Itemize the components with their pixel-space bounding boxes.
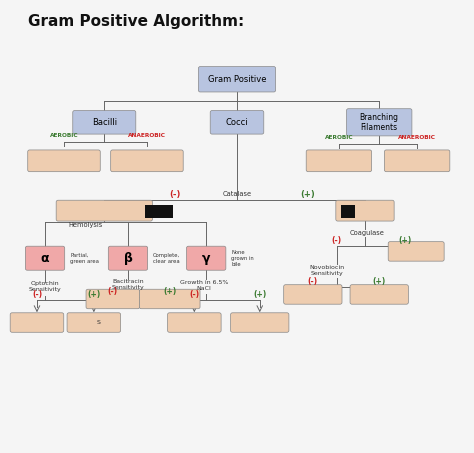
FancyBboxPatch shape — [86, 289, 139, 309]
Text: γ: γ — [202, 252, 210, 265]
FancyBboxPatch shape — [110, 150, 183, 172]
Text: (+): (+) — [87, 290, 100, 299]
FancyBboxPatch shape — [350, 285, 408, 304]
Text: Bacilli: Bacilli — [91, 118, 117, 127]
FancyBboxPatch shape — [231, 313, 289, 333]
Text: Complete,
clear area: Complete, clear area — [153, 253, 180, 264]
FancyBboxPatch shape — [186, 246, 226, 270]
FancyBboxPatch shape — [341, 205, 355, 218]
FancyBboxPatch shape — [145, 205, 173, 218]
Text: (-): (-) — [108, 287, 118, 296]
FancyBboxPatch shape — [306, 150, 372, 172]
Text: Optochin
Sensitivity: Optochin Sensitivity — [28, 281, 62, 292]
Text: (+): (+) — [399, 236, 412, 245]
Text: Growth in 6.5%
NaCl: Growth in 6.5% NaCl — [180, 280, 228, 290]
Text: Gram Positive: Gram Positive — [208, 75, 266, 84]
FancyBboxPatch shape — [283, 285, 342, 304]
Text: (-): (-) — [170, 190, 181, 199]
Text: None
grown in
bile: None grown in bile — [231, 250, 254, 266]
Text: (-): (-) — [32, 290, 42, 299]
Text: (-): (-) — [308, 277, 318, 286]
Text: ANAEROBIC: ANAEROBIC — [128, 133, 166, 138]
FancyBboxPatch shape — [210, 111, 264, 134]
Text: α: α — [41, 252, 49, 265]
Text: Catalase: Catalase — [222, 191, 252, 197]
FancyBboxPatch shape — [139, 289, 200, 309]
FancyBboxPatch shape — [384, 150, 450, 172]
Text: AEROBIC: AEROBIC — [325, 135, 353, 140]
Text: (+): (+) — [253, 290, 266, 299]
FancyBboxPatch shape — [336, 200, 394, 221]
Text: (+): (+) — [301, 190, 316, 199]
FancyBboxPatch shape — [73, 111, 136, 134]
Text: Cocci: Cocci — [226, 118, 248, 127]
Text: Hemolysis: Hemolysis — [68, 222, 102, 228]
Text: Bacitracin
Sensitivity: Bacitracin Sensitivity — [111, 279, 145, 289]
FancyBboxPatch shape — [10, 313, 64, 333]
Text: AEROBIC: AEROBIC — [50, 133, 78, 138]
FancyBboxPatch shape — [67, 313, 120, 333]
Text: S: S — [96, 320, 100, 325]
FancyBboxPatch shape — [56, 200, 152, 221]
Text: Partial,
green area: Partial, green area — [70, 253, 99, 264]
Text: (+): (+) — [163, 287, 176, 296]
FancyBboxPatch shape — [198, 67, 276, 92]
Text: (-): (-) — [189, 290, 200, 299]
Text: ANAEROBIC: ANAEROBIC — [398, 135, 436, 140]
Text: (-): (-) — [331, 236, 342, 245]
FancyBboxPatch shape — [26, 246, 64, 270]
FancyBboxPatch shape — [108, 246, 148, 270]
FancyBboxPatch shape — [346, 109, 412, 136]
FancyBboxPatch shape — [168, 313, 221, 333]
Text: (+): (+) — [373, 277, 386, 286]
FancyBboxPatch shape — [388, 242, 444, 261]
Text: Gram Positive Algorithm:: Gram Positive Algorithm: — [28, 14, 245, 29]
Text: β: β — [124, 252, 132, 265]
Text: Branching
Filaments: Branching Filaments — [360, 113, 399, 132]
Text: Novobiocin
Sensitivity: Novobiocin Sensitivity — [310, 265, 345, 276]
FancyBboxPatch shape — [28, 150, 100, 172]
Text: Coagulase: Coagulase — [350, 230, 385, 236]
